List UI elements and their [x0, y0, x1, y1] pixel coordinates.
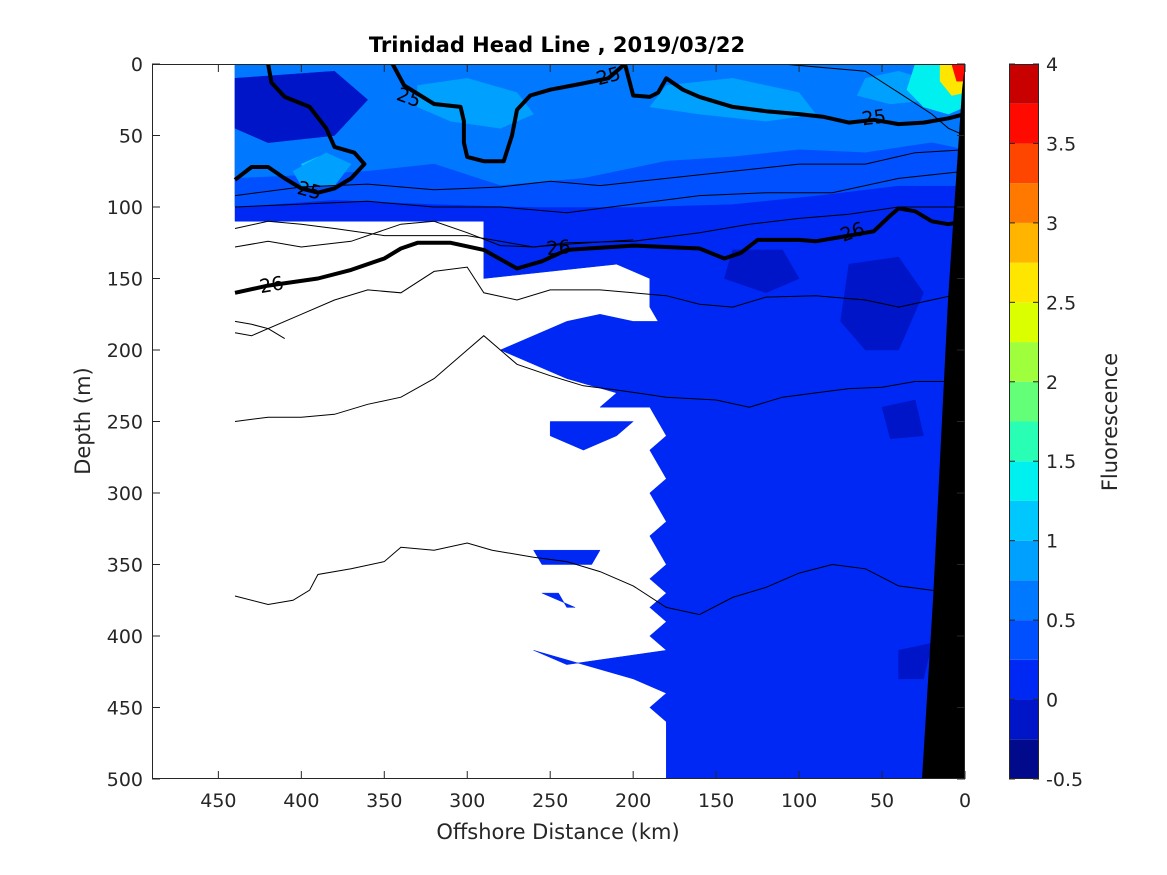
- x-tick-label: 50: [870, 790, 894, 812]
- colorbar-frame: [1009, 64, 1039, 779]
- chart-title: Trinidad Head Line , 2019/03/22: [369, 33, 745, 57]
- colorbar-tick-label: 0.5: [1046, 610, 1076, 632]
- y-axis-ticks: 0 50 100 150 200 250 300 350 400 450 500: [107, 54, 965, 791]
- colorbar-swatch-17: [1009, 64, 1039, 104]
- colorbar-tick-label: 3: [1046, 213, 1058, 235]
- fluorescence-region-18: [881, 399, 924, 439]
- colorbar-swatch-7: [1009, 461, 1039, 501]
- colorbar-tick-label: 4: [1046, 54, 1058, 76]
- thin-isopycnal-6: [782, 64, 965, 136]
- colorbar-swatch-5: [1009, 540, 1039, 581]
- isopycnal-25-0: [233, 64, 367, 195]
- fluorescence-region-12: [234, 70, 369, 143]
- thin-isopycnal-1: [234, 220, 634, 248]
- x-tick-label: 0: [959, 790, 971, 812]
- colorbar-tick-label: 2: [1046, 372, 1058, 394]
- fluorescence-fields: [234, 64, 965, 779]
- colorbar-swatch-11: [1009, 302, 1039, 343]
- x-tick-label: 200: [615, 790, 651, 812]
- thin-isopycnal-8: [234, 170, 965, 214]
- colorbar-swatch-4: [1009, 580, 1039, 621]
- colorbar-swatch-13: [1009, 222, 1039, 263]
- x-tick-label: 450: [200, 790, 236, 812]
- isopycnal-label-5: 26: [546, 236, 572, 260]
- y-tick-label: 200: [107, 340, 143, 362]
- colorbar-tick-label: 3.5: [1046, 133, 1076, 155]
- colorbar-swatch-2: [1009, 659, 1039, 700]
- y-tick-label: 0: [131, 54, 143, 76]
- colorbar-swatch-16: [1009, 103, 1039, 144]
- y-tick-label: 150: [107, 269, 143, 291]
- x-tick-label: 150: [698, 790, 734, 812]
- y-tick-label: 450: [107, 698, 143, 720]
- x-tick-label: 350: [366, 790, 402, 812]
- fluorescence-region-5: [234, 142, 965, 208]
- x-tick-label: 100: [781, 790, 817, 812]
- svg-text:25: 25: [860, 105, 887, 130]
- y-tick-label: 50: [119, 126, 143, 148]
- colorbar-tick-label: 0: [1046, 690, 1058, 712]
- y-tick-label: 500: [107, 769, 143, 791]
- svg-text:26: 26: [546, 236, 572, 260]
- isopycnal-26-2: [234, 206, 965, 295]
- y-axis-label: Depth (m): [71, 367, 95, 474]
- colorbar-swatch-15: [1009, 143, 1039, 184]
- thin-isopycnals: [234, 64, 965, 616]
- fluorescence-region-15: [951, 64, 965, 82]
- fluorescence-region-0: [234, 64, 965, 779]
- colorbar-tick-label: 1: [1046, 531, 1058, 553]
- y-tick-label: 100: [107, 197, 143, 219]
- colorbar-swatch-3: [1009, 620, 1039, 660]
- colorbar-swatch-10: [1009, 342, 1039, 382]
- y-tick-label: 400: [107, 626, 143, 648]
- colorbar-label: Fluorescence: [1098, 353, 1122, 491]
- thin-isopycnal-0: [234, 206, 965, 248]
- thin-isopycnal-2: [234, 266, 965, 330]
- isopycnal-label-3: 25: [860, 105, 887, 130]
- fluorescence-region-3: [541, 592, 576, 608]
- colorbar-swatch-9: [1009, 381, 1039, 422]
- colorbar: 4 3.5 3 2.5 2 1.5 1 0.5 0 -0.5: [1009, 54, 1083, 791]
- y-tick-label: 350: [107, 555, 143, 577]
- x-axis-label: Offshore Distance (km): [436, 820, 679, 844]
- colorbar-tick-label: -0.5: [1046, 769, 1083, 791]
- svg-text:26: 26: [258, 272, 286, 298]
- thin-isopycnal-3: [234, 328, 285, 340]
- fluorescence-region-10: [292, 152, 352, 186]
- fluorescence-region-1: [549, 421, 634, 451]
- colorbar-tick-label: 2.5: [1046, 292, 1076, 314]
- x-tick-label: 300: [449, 790, 485, 812]
- fluorescence-region-2: [533, 549, 601, 565]
- colorbar-swatch-8: [1009, 421, 1039, 462]
- fluorescence-region-19: [898, 642, 933, 680]
- thin-isopycnal-5: [234, 542, 965, 616]
- x-axis-ticks: 450 400 350 300 250 200 150 100 50 0: [200, 64, 971, 812]
- isopycnal-25-1: [390, 64, 965, 164]
- x-tick-label: 250: [532, 790, 568, 812]
- fluorescence-region-6: [417, 78, 534, 129]
- thin-isopycnal-7: [234, 149, 965, 197]
- fluorescence-region-16: [724, 249, 800, 294]
- thin-isopycnal-4: [234, 335, 965, 422]
- colorbar-swatch-6: [1009, 500, 1039, 541]
- x-tick-label: 400: [283, 790, 319, 812]
- bathymetry-mask: [922, 64, 965, 779]
- colorbar-swatch-1: [1009, 699, 1039, 740]
- y-tick-label: 250: [107, 412, 143, 434]
- colorbar-tick-label: 1.5: [1046, 451, 1076, 473]
- y-tick-label: 300: [107, 483, 143, 505]
- colorbar-swatch-0: [1009, 739, 1039, 779]
- colorbar-swatch-12: [1009, 262, 1039, 303]
- isopycnal-label-4: 26: [258, 272, 286, 298]
- colorbar-swatch-14: [1009, 183, 1039, 223]
